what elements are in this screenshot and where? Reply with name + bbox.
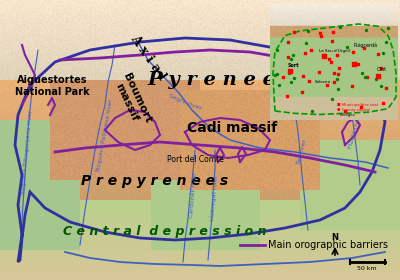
Text: P r e p y r e n e e s: P r e p y r e n e e s bbox=[82, 174, 228, 188]
Point bbox=[378, 83, 384, 88]
Point bbox=[380, 101, 386, 106]
Point bbox=[335, 71, 341, 76]
Point bbox=[378, 66, 384, 70]
Text: Segre river: Segre river bbox=[168, 93, 202, 111]
Point bbox=[375, 74, 382, 78]
Point bbox=[288, 57, 294, 62]
Text: La Seu d'Urgell: La Seu d'Urgell bbox=[319, 49, 350, 53]
Point bbox=[342, 109, 348, 113]
Point bbox=[361, 45, 368, 50]
Point bbox=[284, 55, 291, 59]
Point bbox=[274, 48, 280, 52]
Point bbox=[290, 53, 296, 57]
Point bbox=[299, 89, 305, 94]
Point bbox=[364, 75, 370, 79]
Point bbox=[349, 83, 356, 88]
Point bbox=[362, 75, 368, 79]
Point bbox=[316, 70, 323, 74]
Polygon shape bbox=[0, 0, 400, 80]
Point bbox=[291, 75, 297, 80]
Text: Solsona: Solsona bbox=[314, 80, 330, 84]
Point bbox=[308, 109, 315, 114]
Point bbox=[333, 53, 340, 57]
Point bbox=[286, 71, 292, 76]
Point bbox=[308, 48, 314, 52]
Text: Ter river: Ter river bbox=[296, 139, 308, 165]
Point bbox=[330, 29, 336, 34]
Text: Port del Comte: Port del Comte bbox=[166, 155, 224, 164]
Point bbox=[336, 66, 342, 70]
Text: A x i a l: A x i a l bbox=[128, 33, 168, 83]
Point bbox=[372, 76, 379, 81]
Point bbox=[350, 62, 357, 66]
Text: Cardoner river: Cardoner river bbox=[188, 172, 198, 218]
Point bbox=[385, 26, 391, 31]
Point bbox=[362, 27, 369, 32]
Point bbox=[288, 79, 294, 84]
Point bbox=[355, 62, 362, 66]
Text: Cadi massif: Cadi massif bbox=[187, 121, 277, 135]
Point bbox=[328, 39, 335, 43]
Point bbox=[321, 53, 327, 58]
Point bbox=[284, 94, 290, 98]
Point bbox=[383, 39, 390, 44]
Text: C e n t r a l  d e p r e s s i o n: C e n t r a l d e p r e s s i o n bbox=[63, 225, 267, 238]
Point bbox=[375, 52, 382, 56]
Point bbox=[380, 50, 387, 55]
Point bbox=[331, 71, 337, 75]
Point bbox=[286, 69, 293, 73]
Point bbox=[324, 83, 330, 87]
Text: ■ Municipalities seat: ■ Municipalities seat bbox=[337, 103, 378, 107]
Text: Noguera Ribagorçana river: Noguera Ribagorçana river bbox=[21, 109, 33, 195]
Point bbox=[327, 60, 334, 64]
Text: Sort: Sort bbox=[288, 64, 299, 69]
Text: · Villages: · Villages bbox=[337, 113, 354, 117]
Point bbox=[305, 29, 312, 33]
Point bbox=[382, 86, 389, 90]
Point bbox=[317, 31, 323, 36]
Point bbox=[333, 77, 340, 81]
Point bbox=[302, 50, 308, 55]
Point bbox=[279, 74, 286, 79]
Point bbox=[358, 104, 364, 109]
Point bbox=[350, 50, 357, 54]
Point bbox=[274, 71, 280, 76]
Text: Aiguestortes
National Park: Aiguestortes National Park bbox=[15, 75, 89, 97]
Point bbox=[329, 97, 336, 101]
Point bbox=[306, 78, 312, 83]
Point bbox=[375, 73, 382, 78]
Point bbox=[303, 40, 309, 45]
Point bbox=[285, 40, 291, 44]
Point bbox=[326, 57, 332, 61]
Text: Fluvià river: Fluvià river bbox=[348, 114, 362, 150]
Point bbox=[272, 73, 278, 77]
Point bbox=[318, 34, 324, 39]
Text: P y r e n e e s: P y r e n e e s bbox=[147, 71, 293, 89]
Point bbox=[337, 25, 343, 29]
Text: Olot: Olot bbox=[376, 67, 386, 72]
Point bbox=[335, 87, 341, 91]
Text: Noguera Pallaresa river: Noguera Pallaresa river bbox=[96, 98, 114, 172]
Text: 50 km: 50 km bbox=[357, 266, 377, 271]
Text: N: N bbox=[332, 233, 338, 242]
Point bbox=[331, 80, 337, 84]
Text: Llobregat river: Llobregat river bbox=[210, 175, 220, 221]
Point bbox=[276, 83, 282, 87]
Text: Boumort
massif: Boumort massif bbox=[111, 71, 153, 129]
Text: ● County capital: ● County capital bbox=[337, 108, 370, 112]
Point bbox=[291, 30, 298, 34]
Point bbox=[300, 74, 306, 78]
Point bbox=[359, 71, 366, 75]
Text: Main orographic barriers: Main orographic barriers bbox=[268, 240, 388, 250]
Point bbox=[343, 45, 350, 49]
Text: Puigcerdà: Puigcerdà bbox=[354, 43, 378, 48]
